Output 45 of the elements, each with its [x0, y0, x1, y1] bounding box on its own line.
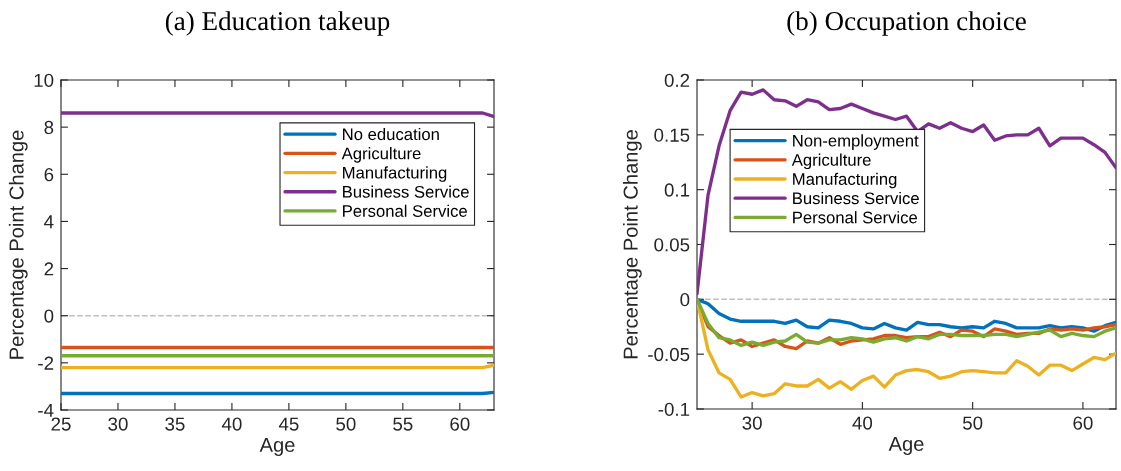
y-axis-title: Percentage Point Change	[622, 130, 642, 359]
chart-title: (a) Education takeup	[165, 11, 390, 36]
y-tick-label: 0	[680, 293, 690, 307]
x-tick-label: 55	[393, 417, 413, 431]
y-tick-label: 2	[44, 262, 54, 276]
legend-label: Manufacturing	[343, 166, 447, 182]
x-tick-label: 40	[852, 416, 873, 430]
y-tick-label: 10	[34, 73, 54, 87]
x-tick-label: 30	[108, 417, 128, 431]
y-tick-label: 0.1	[664, 183, 690, 197]
line-series	[697, 88, 1116, 296]
legend-label: Agriculture	[341, 147, 421, 163]
x-tick-label: 50	[336, 417, 356, 431]
x-tick-label: 40	[221, 417, 242, 431]
legend-label: Agriculture	[791, 153, 871, 170]
legend-label: Business Service	[343, 185, 469, 198]
legend-label: Personal Service	[793, 211, 918, 224]
y-tick-label: -4	[38, 403, 54, 417]
y-tick-label: -0.1	[658, 402, 690, 416]
x-tick-label: 60	[1073, 416, 1093, 430]
x-tick-label: 30	[742, 416, 762, 430]
x-tick-label: 50	[962, 416, 983, 430]
line-series	[697, 297, 1116, 333]
y-tick-label: 0	[44, 309, 54, 323]
y-tick-label: 6	[44, 167, 54, 182]
legend-label: Personal Service	[343, 204, 467, 217]
legend-label: Non-employment	[793, 134, 919, 150]
y-tick-label: 8	[44, 120, 54, 135]
chart-title: (b) Occupation choice	[787, 11, 1026, 36]
y-tick-label: -0.05	[648, 347, 690, 362]
x-tick-label: 25	[51, 417, 71, 431]
y-tick-label: 0.15	[654, 128, 690, 142]
y-axis-title: Percentage Point Change	[8, 130, 28, 359]
y-tick-label: -2	[38, 356, 54, 370]
y-tick-label: 4	[44, 215, 54, 229]
legend-label: Manufacturing	[793, 172, 897, 189]
y-tick-label: 0.2	[664, 73, 690, 87]
legend-label: No education	[343, 127, 439, 141]
x-axis-title: Age	[888, 436, 924, 455]
x-tick-label: 60	[450, 417, 470, 431]
y-tick-label: 0.05	[654, 238, 690, 252]
x-tick-label: 45	[278, 417, 299, 431]
x-tick-label: 35	[165, 417, 185, 431]
legend-label: Business Service	[793, 191, 919, 205]
x-axis-title: Age	[259, 437, 295, 456]
